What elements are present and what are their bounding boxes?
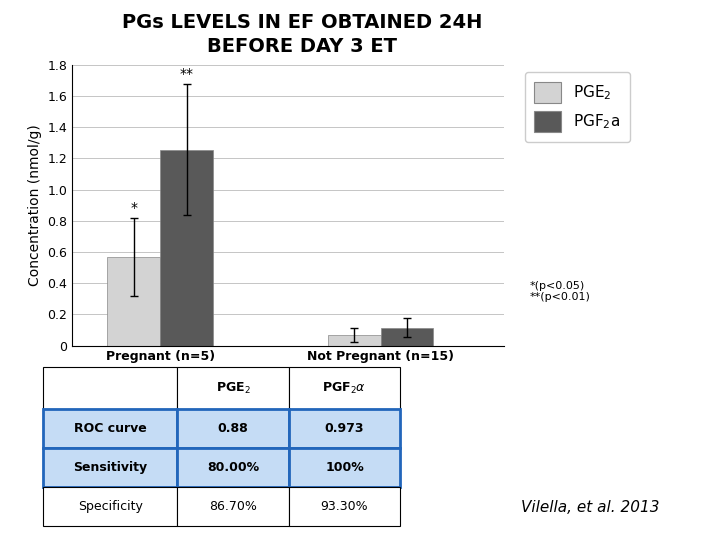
Text: PGF$_2\alpha$: PGF$_2\alpha$ [323, 381, 366, 396]
Text: 86.70%: 86.70% [209, 500, 257, 513]
Bar [328, 335, 381, 346]
Legend: PGE$_2$, PGF$_2$a: PGE$_2$, PGF$_2$a [525, 72, 630, 141]
Bar [160, 150, 213, 346]
Bar [177, 487, 289, 526]
Text: Sensitivity: Sensitivity [73, 461, 147, 474]
Text: ROC curve: ROC curve [73, 422, 147, 435]
Bar [381, 328, 433, 346]
Bar [107, 256, 160, 346]
Bar [43, 448, 177, 487]
Text: *: * [130, 200, 138, 214]
Text: 80.00%: 80.00% [207, 461, 259, 474]
Text: PGs LEVELS IN EF OBTAINED 24H
BEFORE DAY 3 ET: PGs LEVELS IN EF OBTAINED 24H BEFORE DAY… [122, 14, 482, 56]
Text: **: ** [179, 67, 194, 81]
Text: PGE$_2$: PGE$_2$ [215, 381, 251, 396]
Text: Vilella, et al. 2013: Vilella, et al. 2013 [521, 500, 660, 515]
Text: Specificity: Specificity [78, 500, 143, 513]
Y-axis label: Concentration (nmol/g): Concentration (nmol/g) [27, 124, 42, 286]
Bar [289, 448, 400, 487]
Bar [43, 487, 177, 526]
Text: 0.88: 0.88 [217, 422, 248, 435]
Text: *(p<0.05)
**(p<0.01): *(p<0.05) **(p<0.01) [529, 281, 590, 302]
Bar [289, 367, 400, 409]
Bar [289, 409, 400, 448]
Bar [43, 409, 177, 448]
Bar [289, 487, 400, 526]
Bar [177, 367, 289, 409]
Bar [43, 367, 177, 409]
Text: 93.30%: 93.30% [320, 500, 369, 513]
Bar [177, 448, 289, 487]
Text: 0.973: 0.973 [325, 422, 364, 435]
Bar [177, 409, 289, 448]
Text: 100%: 100% [325, 461, 364, 474]
